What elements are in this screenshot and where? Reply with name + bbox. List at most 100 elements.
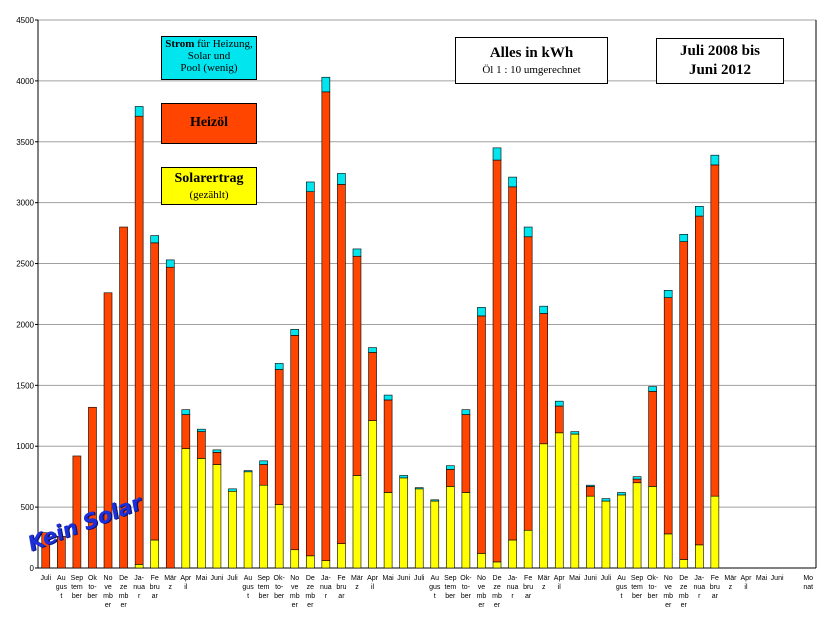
x-tick-label: Ok to-ber	[87, 575, 98, 600]
legend-strom-line3: Pool (wenig)	[180, 62, 238, 74]
bar-solar	[290, 549, 300, 569]
x-tick-label: No ve mb er	[290, 575, 300, 609]
bar-solar	[181, 448, 191, 569]
bar-heizoel	[274, 369, 284, 505]
bar-strom	[212, 449, 222, 453]
legend-strom-bold: Strom	[165, 38, 195, 50]
x-tick-label: Mai	[382, 575, 394, 582]
units-title: Alles in kWh	[489, 45, 574, 61]
bar-heizoel	[477, 315, 486, 554]
legend-heizoel: Heizöl	[161, 103, 257, 144]
bar-strom	[352, 248, 362, 257]
x-tick-label: De ze mb er	[305, 575, 315, 609]
bar-heizoel	[539, 313, 549, 445]
bar-strom	[663, 290, 673, 298]
y-tick-label: 3500	[16, 138, 34, 147]
bar-heizoel	[679, 241, 689, 560]
bar-strom	[321, 76, 331, 93]
bar-heizoel	[648, 391, 657, 487]
x-tick-label: Ok-to-ber	[460, 575, 472, 600]
bar-strom	[508, 176, 517, 188]
legend-strom: Strom für Heizung, Solar und Pool (wenig…	[161, 36, 257, 80]
x-tick-label: Fe bru ar	[710, 575, 720, 600]
bar-heizoel	[259, 464, 268, 486]
bar-solar	[523, 529, 533, 569]
bar-strom	[523, 226, 533, 238]
x-tick-label: Ok-to-ber	[647, 575, 659, 600]
x-tick-label: No ve mb er	[477, 575, 487, 609]
x-tick-label: Juni	[771, 575, 784, 582]
bar-heizoel	[150, 242, 159, 541]
bar-strom	[274, 363, 284, 370]
bar-strom	[290, 329, 300, 336]
bar-solar	[212, 464, 222, 569]
bar-solar	[337, 543, 346, 569]
bar-heizoel	[663, 297, 673, 535]
x-tick-label: Fe bru ar	[150, 575, 160, 600]
bar-strom	[197, 428, 206, 432]
bar-solar	[694, 544, 704, 569]
legend-solar-label: Solarertrag	[174, 171, 244, 186]
y-tick-label: 3000	[16, 199, 34, 208]
x-tick-label: Mär z	[538, 575, 551, 591]
x-tick-label: Apr il	[554, 575, 566, 591]
x-tick-label: Sep tem ber	[444, 575, 457, 600]
x-tick-label: Mai	[756, 575, 768, 582]
x-tick-label: Au gus t	[56, 575, 68, 600]
bar-heizoel	[305, 191, 315, 557]
bar-heizoel	[337, 184, 346, 544]
x-tick-label: Ja-nua r	[320, 575, 332, 600]
legend-solar-sub: (gezählt)	[189, 189, 229, 201]
bar-strom	[181, 409, 191, 415]
bar-heizoel	[181, 414, 191, 449]
bar-solar	[446, 486, 455, 569]
bar-heizoel	[632, 478, 642, 484]
x-tick-label: Sep tem ber	[257, 575, 270, 600]
bar-solar	[228, 490, 237, 569]
x-tick-label: Juli	[41, 575, 52, 582]
bar-heizoel	[523, 236, 533, 531]
bar-heizoel	[103, 292, 113, 569]
bar-strom	[570, 431, 580, 435]
bar-strom	[461, 409, 471, 415]
bar-heizoel	[694, 215, 704, 546]
bar-strom	[243, 470, 253, 473]
x-tick-label: Juni	[397, 575, 410, 582]
bar-solar	[632, 482, 642, 569]
y-tick-labels: 0 500 1000 1500 2000 2500 3000 3500 4000 4500	[16, 16, 34, 573]
bar-strom	[492, 147, 502, 161]
bar-solar	[274, 504, 284, 569]
units-sub: Öl 1 : 10 umgerechnet	[482, 64, 581, 76]
units-note: Alles in kWh Öl 1 : 10 umgerechnet	[455, 37, 608, 84]
x-tick-label: Fe bru ar	[336, 575, 346, 600]
bar-heizoel	[321, 91, 331, 561]
bar-heizoel	[461, 414, 471, 493]
x-tick-label: Ok-to-ber	[274, 575, 286, 600]
bar-solar	[134, 564, 144, 569]
x-tick-label: Au gus t	[429, 575, 441, 600]
bar-strom	[414, 487, 424, 490]
x-tick-label: Mär z	[351, 575, 364, 591]
y-tick-label: 2000	[16, 320, 34, 329]
bar-solar	[570, 433, 580, 569]
x-tick-label: Ja-nua r	[133, 575, 145, 600]
x-tick-label: Juni	[211, 575, 224, 582]
bar-strom	[648, 386, 657, 392]
bar-solar	[305, 555, 315, 569]
bar-heizoel	[212, 452, 222, 465]
bar-solar	[539, 443, 549, 569]
bar-solar	[259, 484, 268, 569]
bar-solar	[243, 471, 253, 569]
x-tick-label: No ve mb er	[103, 575, 113, 609]
bar-heizoel	[710, 164, 720, 497]
bar-solar	[601, 500, 611, 569]
bar-heizoel	[290, 335, 300, 551]
legend-heizoel-label: Heizöl	[189, 115, 229, 130]
bar-heizoel	[41, 532, 51, 569]
x-tick-label: De ze mb er	[119, 575, 129, 609]
bar-solar	[617, 494, 626, 569]
x-tick-label: Sep tem ber	[71, 575, 84, 600]
x-tick-label: Au gus t	[242, 575, 254, 600]
